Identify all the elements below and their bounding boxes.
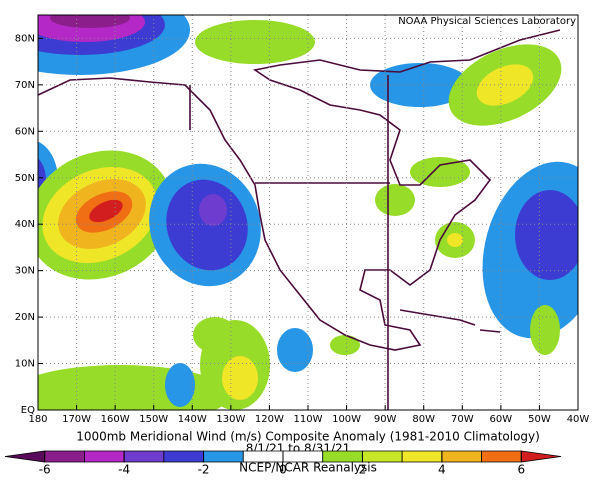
- lon-label: 150W: [139, 414, 168, 425]
- colorbar-bin: [242, 450, 284, 463]
- lon-label: 60W: [490, 414, 513, 425]
- lon-label: 140W: [178, 414, 207, 425]
- lat-label: 60N: [15, 126, 35, 137]
- map-title: 1000mb Meridional Wind (m/s) Composite A…: [76, 430, 540, 444]
- colorbar-bin: [123, 450, 165, 463]
- lat-label: 30N: [15, 266, 35, 277]
- lat-label: 50N: [15, 173, 35, 184]
- colorbar-label: -2: [198, 463, 210, 477]
- colorbar-label: 2: [359, 463, 367, 477]
- lon-label: 110W: [294, 414, 323, 425]
- lat-label: 20N: [15, 312, 35, 323]
- colorbar-bin: [163, 450, 204, 463]
- anomaly-field: [38, 15, 578, 410]
- lat-label: 40N: [15, 219, 35, 230]
- lon-label: 80W: [412, 414, 435, 425]
- colorbar-bin: [520, 450, 562, 463]
- lon-label: 180: [28, 414, 47, 425]
- lat-label: 70N: [15, 80, 35, 91]
- lat-label: 10N: [15, 359, 35, 370]
- colorbar-bin: [362, 450, 403, 463]
- colorbar-bin: [203, 450, 244, 463]
- colorbar-label: 6: [517, 463, 525, 477]
- colorbar-bin: [84, 450, 125, 463]
- lon-label: 40W: [567, 414, 590, 425]
- colorbar-label: -4: [118, 463, 130, 477]
- lon-label: 90W: [374, 414, 397, 425]
- credit: NOAA Physical Sciences Laboratory: [398, 16, 576, 27]
- colorbar-bin: [282, 450, 324, 463]
- colorbar-label: 0: [279, 463, 287, 477]
- lat-label: EQ: [21, 405, 35, 416]
- colorbar-bin: [322, 450, 363, 463]
- lon-label: 170W: [62, 414, 91, 425]
- lon-label: 100W: [332, 414, 361, 425]
- colorbar-label: 4: [438, 463, 446, 477]
- colorbar-bin: [4, 450, 46, 463]
- lat-label: 80N: [15, 33, 35, 44]
- colorbar-bin: [401, 450, 443, 463]
- colorbar-label: -6: [39, 463, 51, 477]
- lon-label: 70W: [451, 414, 474, 425]
- lon-label: 120W: [255, 414, 284, 425]
- source: NCEP/NCAR Reanalysis: [239, 461, 377, 475]
- colorbar-bin: [481, 450, 522, 463]
- lon-label: 50W: [528, 414, 551, 425]
- colorbar-bin: [441, 450, 482, 463]
- lon-label: 130W: [216, 414, 245, 425]
- lon-label: 160W: [101, 414, 130, 425]
- colorbar-bin: [44, 450, 85, 463]
